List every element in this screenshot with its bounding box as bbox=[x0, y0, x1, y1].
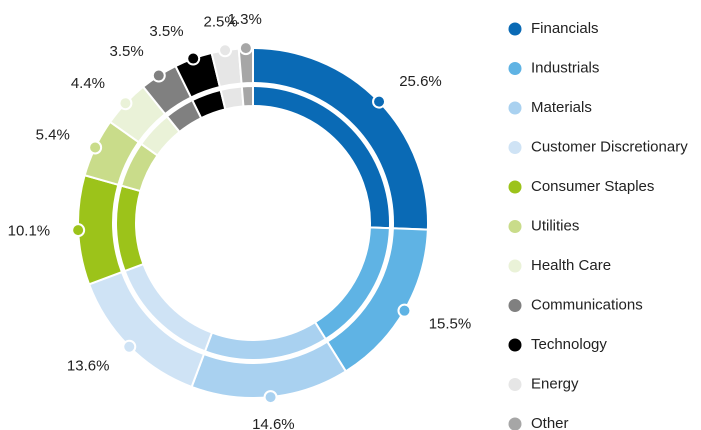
legend-marker bbox=[508, 22, 522, 36]
value-label: 3.5% bbox=[149, 23, 183, 40]
legend-marker bbox=[508, 101, 522, 115]
label-dot bbox=[238, 41, 253, 56]
inner-slice bbox=[219, 85, 245, 111]
legend-marker bbox=[508, 141, 522, 154]
legend-label: Other bbox=[531, 415, 569, 430]
legend-label: Technology bbox=[531, 336, 607, 353]
legend-label: Energy bbox=[531, 375, 579, 392]
label-dot bbox=[397, 303, 412, 318]
legend-label: Communications bbox=[531, 296, 643, 313]
legend-label: Materials bbox=[531, 99, 592, 116]
legend-marker bbox=[508, 62, 522, 75]
legend-marker bbox=[508, 299, 522, 312]
value-label: 13.6% bbox=[67, 358, 110, 375]
legend-label: Utilities bbox=[531, 217, 579, 234]
legend-marker bbox=[508, 417, 522, 430]
value-label: 25.6% bbox=[399, 73, 442, 90]
label-dot bbox=[151, 68, 166, 83]
legend-marker bbox=[508, 220, 522, 233]
label-dot bbox=[372, 94, 387, 109]
legend-marker bbox=[508, 338, 522, 352]
label-dot bbox=[186, 51, 201, 66]
legend-label: Health Care bbox=[531, 257, 611, 274]
inner-slice bbox=[115, 184, 145, 273]
value-label: 15.5% bbox=[429, 316, 472, 333]
value-label: 14.6% bbox=[252, 416, 295, 430]
label-dot bbox=[218, 43, 233, 58]
value-label: 3.5% bbox=[109, 43, 143, 60]
legend-label: Financials bbox=[531, 20, 599, 37]
label-dot bbox=[88, 140, 103, 155]
label-dot bbox=[71, 223, 86, 238]
value-label: 5.4% bbox=[36, 126, 70, 143]
value-label: 1.3% bbox=[228, 11, 262, 28]
legend-marker bbox=[508, 180, 522, 194]
legend-label: Customer Discretionary bbox=[531, 138, 688, 155]
value-label: 2.5% bbox=[204, 14, 238, 31]
label-dot bbox=[122, 339, 137, 354]
value-label: 10.1% bbox=[8, 222, 51, 239]
value-label: 4.4% bbox=[71, 75, 105, 92]
legend-label: Consumer Staples bbox=[531, 178, 654, 195]
legend-marker bbox=[508, 378, 522, 391]
label-dot bbox=[118, 96, 133, 111]
inner-slice bbox=[240, 84, 254, 108]
legend-marker bbox=[508, 259, 522, 273]
label-dot bbox=[263, 390, 278, 405]
legend-label: Industrials bbox=[531, 59, 599, 76]
